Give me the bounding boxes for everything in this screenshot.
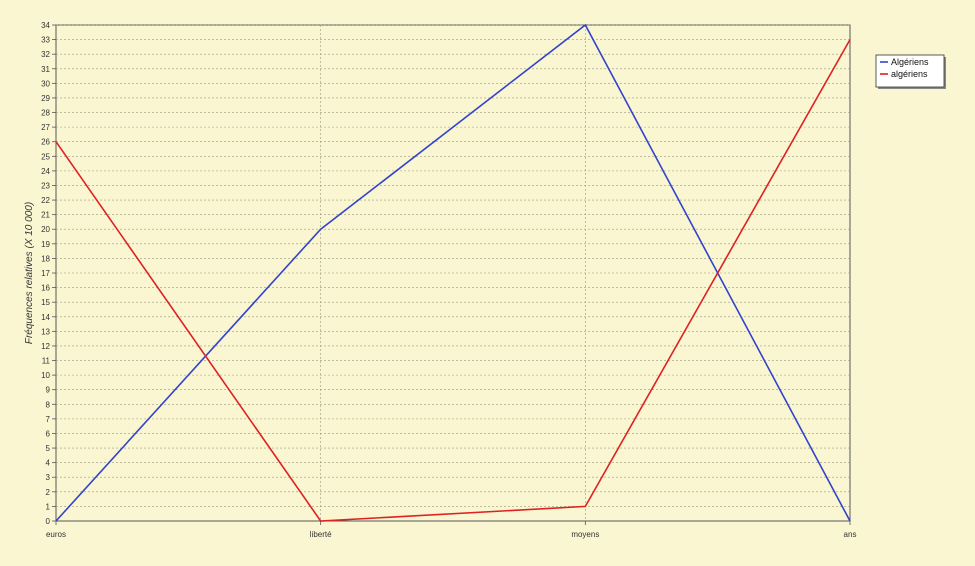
y-tick-label: 34 [41,21,50,30]
legend-entry: algériens [891,69,928,79]
y-tick-label: 23 [41,181,50,190]
grid-lines [52,24,851,525]
legend: Algériens algériens [875,54,946,89]
y-tick-label: 8 [46,400,51,409]
y-tick-label: 18 [41,254,50,263]
y-tick-label: 31 [41,65,50,74]
y-tick-label: 16 [41,284,50,293]
y-tick-label: 0 [46,517,51,526]
x-tick-labels: euros liberté moyens ans [46,530,856,539]
legend-box [875,54,945,88]
y-tick-label: 19 [41,240,50,249]
y-axis-label: Fréquences relatives (X 10 000) [24,202,35,344]
y-tick-label: 25 [41,152,50,161]
x-tick-label: liberté [310,530,332,539]
x-tick-label: euros [46,530,66,539]
y-tick-label: 22 [41,196,50,205]
y-tick-label: 27 [41,123,50,132]
y-tick-label: 26 [41,138,50,147]
y-tick-label: 17 [41,269,50,278]
y-tick-label: 20 [41,225,50,234]
x-tick-label: ans [844,530,857,539]
y-tick-label: 30 [41,79,50,88]
y-tick-label: 9 [46,386,51,395]
y-tick-label: 7 [46,415,51,424]
legend-entry: Algériens [891,57,929,67]
y-tick-label: 28 [41,109,50,118]
series-line-2 [55,39,851,522]
y-tick-label: 4 [46,459,51,468]
y-tick-label: 29 [41,94,50,103]
y-tick-label: 12 [41,342,50,351]
y-tick-label: 10 [41,371,50,380]
y-tick-label: 5 [46,444,51,453]
y-tick-label: 33 [41,36,50,45]
y-tick-label: 6 [46,429,51,438]
y-tick-label: 15 [41,298,50,307]
y-tick-label: 11 [42,357,51,366]
y-tick-label: 24 [41,167,50,176]
y-tick-label: 13 [41,327,50,336]
y-tick-labels: 0123456789101112131415161718192021222324… [41,21,50,526]
y-tick-label: 3 [46,473,51,482]
y-tick-label: 32 [41,50,50,59]
y-tick-label: 14 [41,313,50,322]
y-tick-label: 2 [46,488,51,497]
y-tick-label: 1 [46,502,51,511]
series-lines [55,23,851,522]
y-tick-label: 21 [41,211,50,220]
x-tick-label: moyens [571,530,599,539]
